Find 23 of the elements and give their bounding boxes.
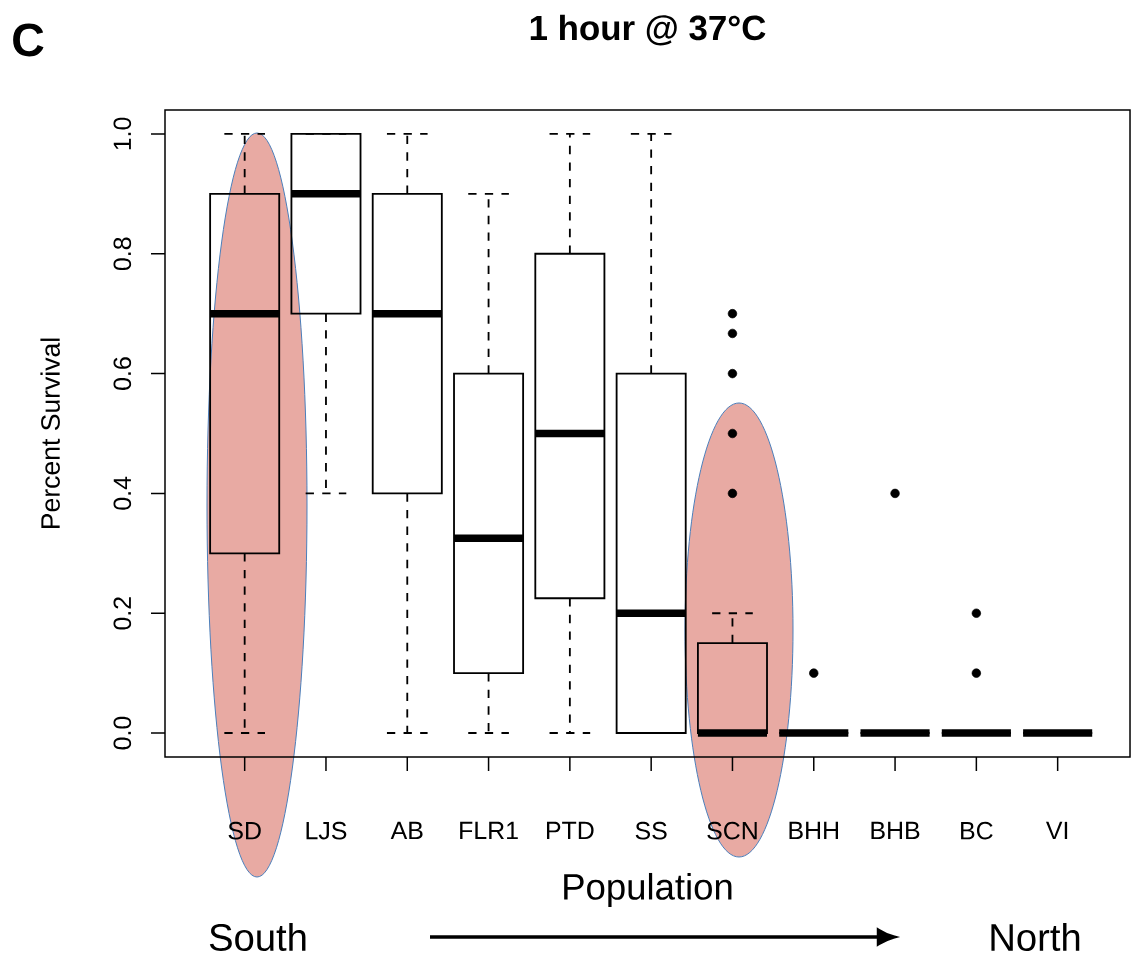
x-tick-label: LJS — [306, 821, 347, 840]
y-tick-label: 0.6 — [113, 357, 132, 390]
x-axis-title: Population — [564, 872, 732, 908]
y-tick-label: 0.0 — [113, 716, 132, 750]
chart-title: 1 hour @ 37°C — [530, 14, 766, 46]
y-tick-label: 0.8 — [113, 237, 132, 271]
y-tick-label: 0.2 — [113, 597, 132, 630]
x-tick-label: VI — [1045, 821, 1068, 839]
x-tick-label: SD — [228, 821, 261, 840]
x-tick-label: BC — [961, 821, 993, 840]
x-tick-label: SCN — [707, 821, 757, 840]
y-tick-label: 1.0 — [113, 117, 132, 150]
x-tick-label: AB — [390, 821, 423, 839]
x-tick-label: BHH — [789, 821, 838, 839]
text: North — [991, 922, 1080, 952]
x-tick-label: BHB — [871, 821, 920, 839]
x-tick-label: FLR1 — [460, 821, 518, 839]
text: South — [209, 922, 306, 952]
y-tick-label: 0.4 — [113, 476, 132, 510]
x-tick-label: PTD — [546, 821, 594, 839]
x-tick-label: SS — [635, 821, 667, 840]
text: C — [13, 23, 44, 57]
y-axis-title: Percent Survival — [40, 338, 60, 529]
